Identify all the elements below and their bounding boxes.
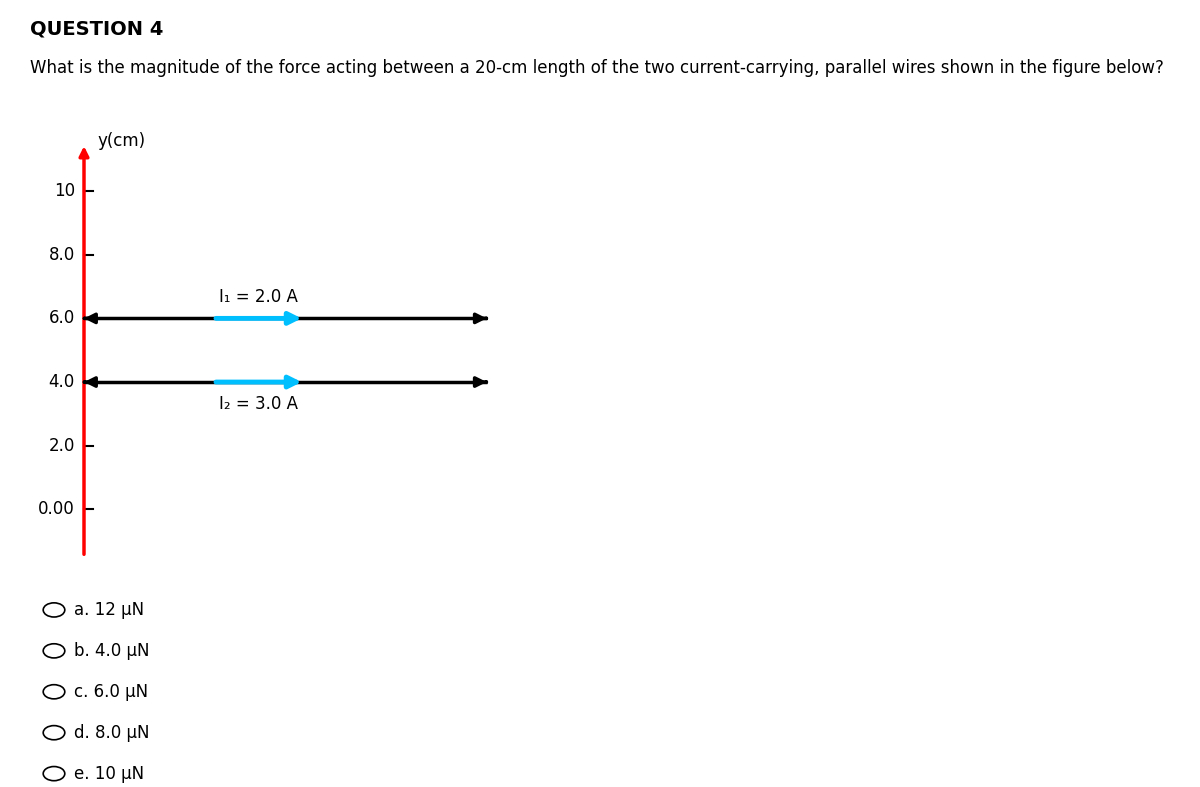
Text: 8.0: 8.0 xyxy=(49,246,74,264)
Text: QUESTION 4: QUESTION 4 xyxy=(30,20,163,39)
Text: 4.0: 4.0 xyxy=(49,373,74,391)
Text: d. 8.0 μN: d. 8.0 μN xyxy=(74,724,150,741)
Text: y(cm): y(cm) xyxy=(97,131,146,150)
Text: c. 6.0 μN: c. 6.0 μN xyxy=(74,683,149,700)
Text: a. 12 μN: a. 12 μN xyxy=(74,601,144,619)
Text: I₂ = 3.0 A: I₂ = 3.0 A xyxy=(220,395,299,413)
Text: 0.00: 0.00 xyxy=(38,501,74,519)
Text: 2.0: 2.0 xyxy=(48,437,74,455)
Text: What is the magnitude of the force acting between a 20-cm length of the two curr: What is the magnitude of the force actin… xyxy=(30,59,1164,77)
Text: 6.0: 6.0 xyxy=(49,309,74,327)
Text: b. 4.0 μN: b. 4.0 μN xyxy=(74,642,150,660)
Text: I₁ = 2.0 A: I₁ = 2.0 A xyxy=(220,288,299,306)
Text: e. 10 μN: e. 10 μN xyxy=(74,765,144,782)
Text: 10: 10 xyxy=(54,182,74,200)
